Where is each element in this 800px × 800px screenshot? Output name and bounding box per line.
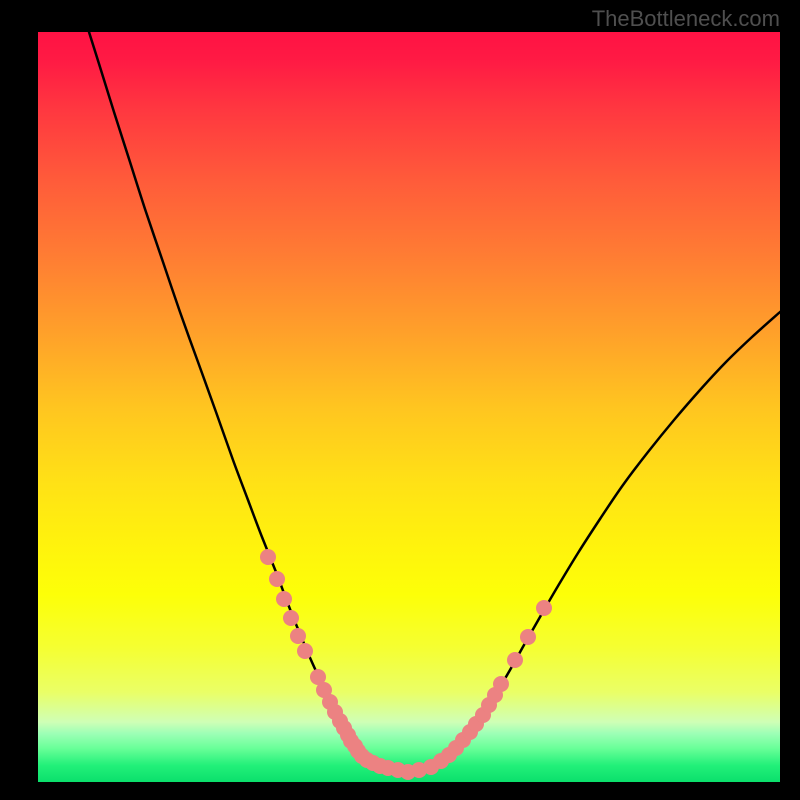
data-dot [276,591,292,607]
data-dot [290,628,306,644]
data-dot [507,652,523,668]
data-dot [520,629,536,645]
watermark-text: TheBottleneck.com [592,6,780,32]
dots-group [260,549,552,780]
plot-area [38,32,780,782]
data-dot [297,643,313,659]
bottleneck-curve [89,32,780,773]
data-dot [269,571,285,587]
data-dot [536,600,552,616]
data-dot [493,676,509,692]
curve-svg [38,32,780,782]
plot-inner [38,32,780,782]
data-dot [283,610,299,626]
data-dot [260,549,276,565]
